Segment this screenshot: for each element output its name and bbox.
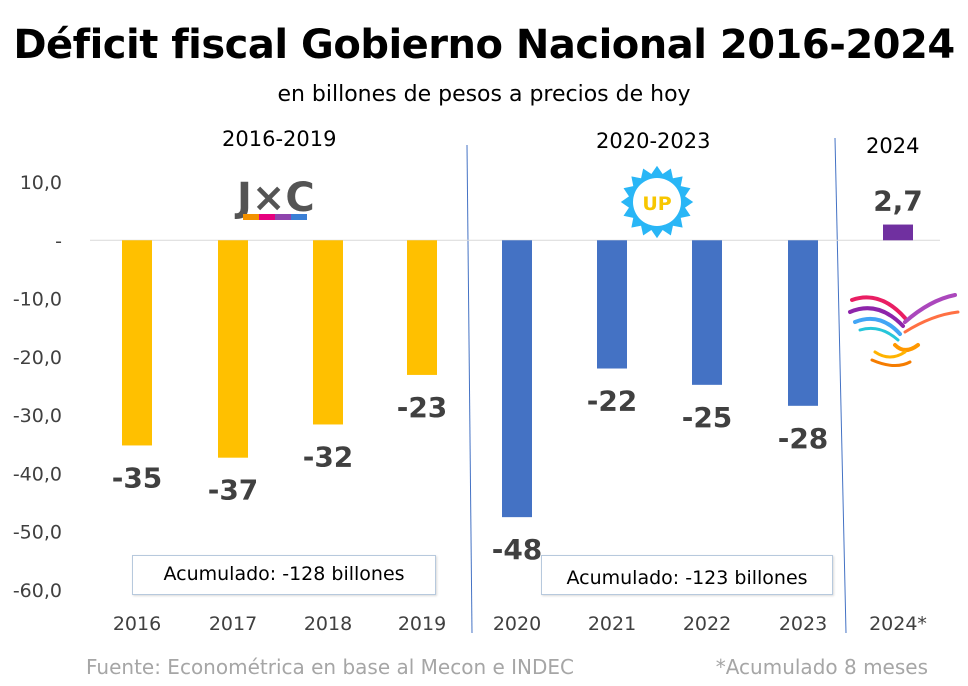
separator-line-1 xyxy=(466,144,473,634)
x-tick-label: 2022 xyxy=(683,613,731,635)
data-label: -23 xyxy=(397,391,448,424)
x-tick-label: 2016 xyxy=(113,613,161,635)
x-axis: 2016 2017 2018 2019 2020 2021 2022 2023 2024* xyxy=(113,613,927,635)
chart-title: Déficit fiscal Gobierno Nacional 2016-20… xyxy=(13,22,955,68)
bar-2016 xyxy=(122,240,152,446)
bar-2020 xyxy=(502,240,532,518)
bar-2024 xyxy=(883,224,913,241)
y-tick-label: -60,0 xyxy=(13,580,62,602)
y-tick-label: -30,0 xyxy=(13,405,62,427)
y-tick-label: -40,0 xyxy=(13,463,62,485)
x-tick-label: 2020 xyxy=(493,613,541,635)
data-label: -35 xyxy=(112,461,163,494)
bars xyxy=(122,224,913,518)
up-logo: UP xyxy=(617,162,697,242)
data-label: 2,7 xyxy=(873,185,923,218)
bar-2019 xyxy=(407,240,437,375)
x-tick-label: 2021 xyxy=(588,613,636,635)
data-labels: -35 -37 -32 -23 -48 -22 -25 -28 2,7 xyxy=(112,185,923,567)
x-tick-label: 2017 xyxy=(209,613,257,635)
data-label: -22 xyxy=(587,385,638,418)
chart-subtitle: en billones de pesos a precios de hoy xyxy=(277,82,691,107)
period-label-2020-2023: 2020-2023 xyxy=(596,129,711,153)
jxc-logo-text: J×C xyxy=(234,175,315,221)
bar-2017 xyxy=(218,240,248,458)
source-note: Fuente: Econométrica en base al Mecon e … xyxy=(86,655,574,679)
y-tick-label: -20,0 xyxy=(13,347,62,369)
data-label: -28 xyxy=(778,422,829,455)
x-tick-label: 2023 xyxy=(779,613,827,635)
x-tick-label: 2018 xyxy=(304,613,352,635)
period-label-2024: 2024 xyxy=(866,134,920,158)
separator-line-2 xyxy=(834,137,847,634)
bar-2022 xyxy=(692,240,722,385)
y-tick-label: -50,0 xyxy=(13,522,62,544)
accumulated-box-up: Acumulado: -123 billones xyxy=(541,555,833,595)
up-logo-text: UP xyxy=(642,193,671,215)
x-tick-label: 2024* xyxy=(869,613,927,635)
x-tick-label: 2019 xyxy=(398,613,446,635)
data-label: -32 xyxy=(303,440,354,473)
eagle-logo xyxy=(848,293,960,367)
bar-2018 xyxy=(313,240,343,425)
data-label: -48 xyxy=(492,533,543,566)
y-tick-label: 10,0 xyxy=(20,172,62,194)
bar-2021 xyxy=(597,240,627,369)
data-label: -25 xyxy=(682,401,733,434)
data-label: -37 xyxy=(208,474,259,507)
accumulated-box-jxc: Acumulado: -128 billones xyxy=(132,555,436,595)
period-label-2016-2019: 2016-2019 xyxy=(222,127,337,151)
footnote: *Acumulado 8 meses xyxy=(715,655,928,679)
y-tick-label: - xyxy=(55,230,62,252)
bar-2023 xyxy=(788,240,818,406)
y-tick-label: -10,0 xyxy=(13,289,62,311)
jxc-logo: J×C xyxy=(234,175,315,221)
